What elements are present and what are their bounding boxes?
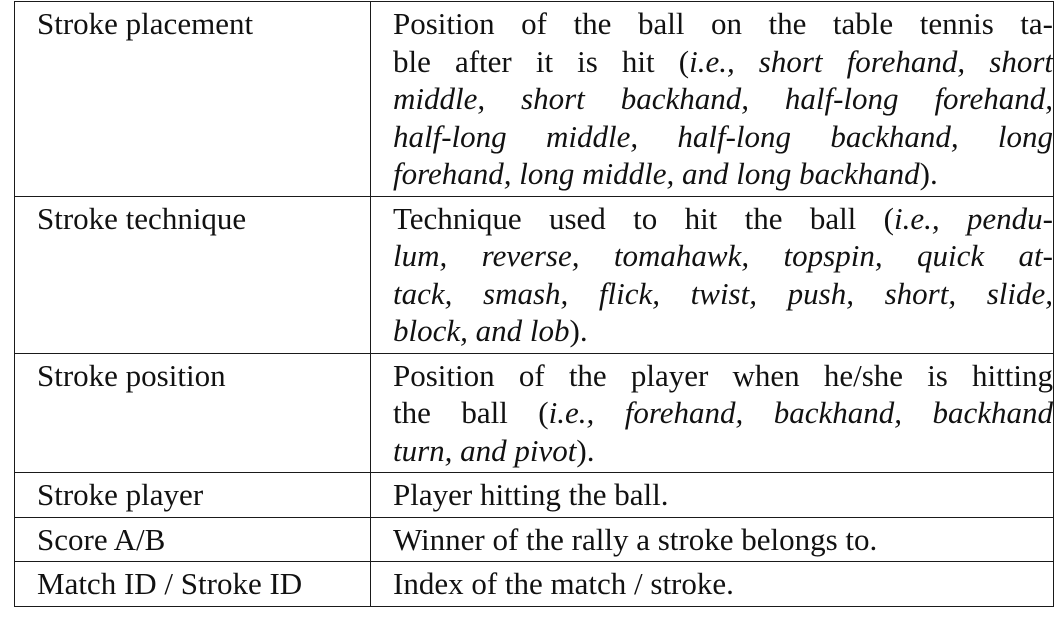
table-row: Score A/B Winner of the rally a stroke b… [14, 516, 1054, 562]
attribute-description-cell: Position of the player when he/she is hi… [370, 352, 1054, 473]
attribute-name: Stroke position [37, 357, 226, 393]
description-line: ble after it is hit (i.e., short forehan… [393, 43, 1053, 79]
attribute-name: Stroke player [37, 477, 204, 512]
attribute-name: Match ID / Stroke ID [37, 566, 303, 601]
description-line: Winner of the rally a stroke belongs to. [393, 521, 878, 557]
attribute-name-cell: Stroke position [14, 352, 371, 473]
attribute-name-cell: Stroke placement [14, 1, 371, 197]
attribute-name-cell: Stroke technique [14, 195, 371, 354]
description-line: Position of the player when he/she is hi… [393, 357, 1053, 393]
attribute-name: Stroke technique [37, 200, 247, 236]
attribute-description-cell: Winner of the rally a stroke belongs to. [370, 516, 1054, 562]
description-line: lum, reverse, tomahawk, topspin, quick a… [393, 238, 1053, 273]
description-line: Index of the match / stroke. [393, 566, 734, 601]
description-line: tack, smash, flick, twist, push, short, … [393, 275, 1053, 311]
attribute-name: Stroke placement [37, 6, 254, 41]
attribute-name-cell: Match ID / Stroke ID [14, 561, 371, 607]
attribute-description-cell: Index of the match / stroke. [370, 561, 1054, 607]
description-line: Player hitting the ball. [393, 477, 669, 512]
description-line: Technique used to hit the ball (i.e., pe… [393, 200, 1053, 236]
description-line: forehand, long middle, and long backhand… [393, 156, 938, 191]
description-line: middle, short backhand, half-long foreha… [393, 81, 1053, 116]
description-line: Position of the ball on the table tennis… [393, 6, 1053, 41]
attribute-name-cell: Stroke player [14, 472, 371, 518]
table-row: Match ID / Stroke ID Index of the match … [14, 561, 1054, 607]
table-body: Stroke placement Position of the ball on… [14, 1, 1054, 607]
table-row: Stroke player Player hitting the ball. [14, 472, 1054, 518]
attribute-name-cell: Score A/B [14, 516, 371, 562]
attribute-description-cell: Position of the ball on the table tennis… [370, 1, 1054, 197]
table-container: Stroke placement Position of the ball on… [14, 1, 1054, 607]
attribute-name: Score A/B [37, 521, 166, 557]
attribute-description-cell: Technique used to hit the ball (i.e., pe… [370, 195, 1054, 354]
description-line: half-long middle, half-long backhand, lo… [393, 118, 1053, 154]
attribute-description-cell: Player hitting the ball. [370, 472, 1054, 518]
table-row: Stroke position Position of the player w… [14, 352, 1054, 473]
description-line: turn, and pivot). [393, 432, 595, 468]
table-row: Stroke technique Technique used to hit t… [14, 195, 1054, 354]
attribute-description-table: Stroke placement Position of the ball on… [14, 1, 1054, 607]
table-row: Stroke placement Position of the ball on… [14, 1, 1054, 197]
description-line: block, and lob). [393, 313, 588, 348]
description-line: the ball (i.e., forehand, backhand, back… [393, 395, 1053, 430]
